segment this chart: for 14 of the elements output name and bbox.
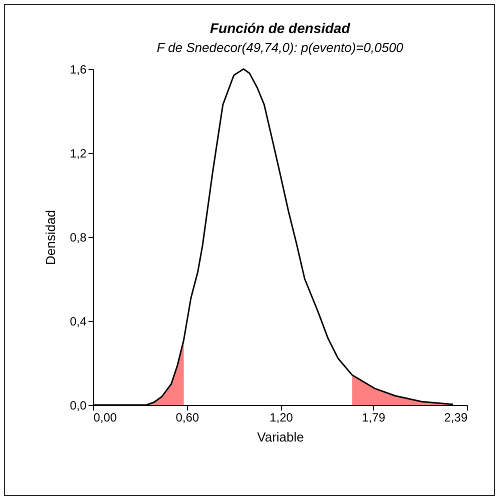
y-tick-label: 0,8 — [70, 230, 87, 244]
y-tick-label: 1,2 — [70, 146, 87, 160]
y-tick-label: 1,6 — [70, 62, 87, 76]
y-tick-label: 0,4 — [70, 314, 87, 328]
x-axis-title: Variable — [257, 430, 304, 444]
x-tick-label: 1,79 — [362, 410, 386, 424]
x-tick-label: 0,60 — [176, 410, 200, 424]
y-tick-label: 0,0 — [70, 398, 87, 412]
x-tick-label: 1,20 — [270, 410, 294, 424]
x-tick-label: 2,39 — [444, 410, 468, 424]
y-axis-title: Densidad — [42, 210, 58, 265]
chart-title: Función de densidad — [210, 20, 350, 36]
x-tick-label: 0,00 — [94, 410, 118, 424]
chart-subtitle: F de Snedecor(49,74,0): p(evento)=0,0500 — [156, 40, 404, 55]
